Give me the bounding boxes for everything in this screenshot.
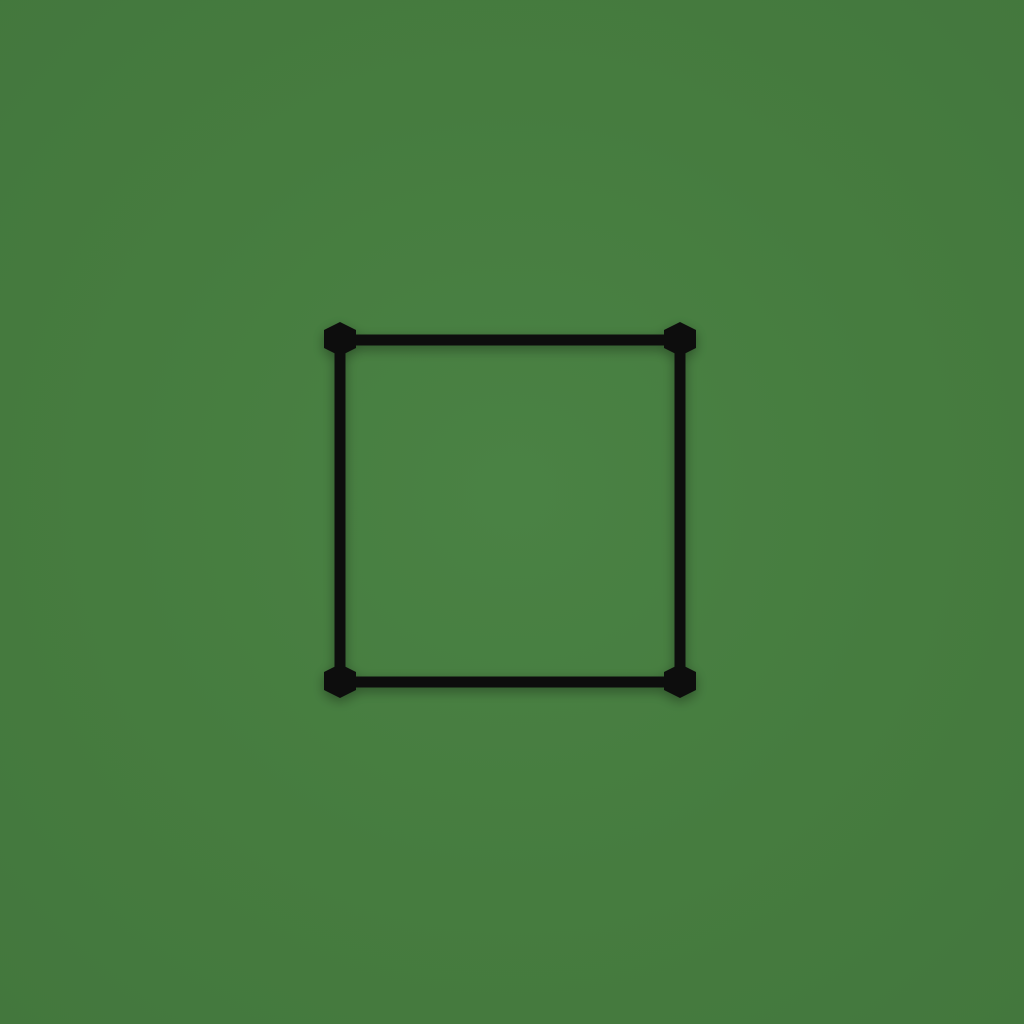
corner-node-top-left bbox=[324, 322, 356, 356]
corner-node-top-right bbox=[664, 322, 696, 356]
corner-node-bottom-right bbox=[664, 664, 696, 698]
corner-node-bottom-left bbox=[324, 664, 356, 698]
